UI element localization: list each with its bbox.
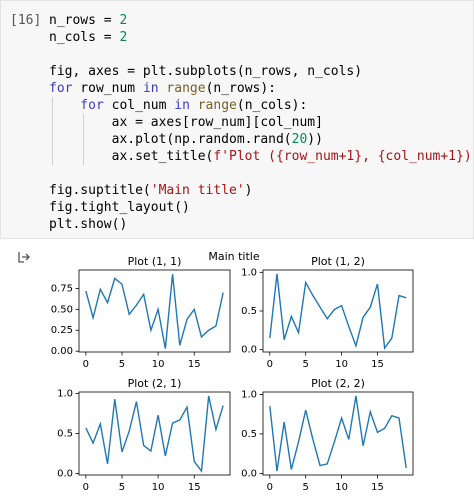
code-line: fig, axes = plt.subplots(n_rows, n_cols)	[49, 63, 474, 80]
code-block: fig.suptitle('Main title') fig.tight_layo…	[49, 182, 474, 233]
code-line: for row_num in range(n_rows):	[49, 80, 474, 97]
y-tick-label: 0.0	[57, 468, 73, 479]
subplot-title: Plot (2, 1)	[128, 377, 182, 390]
code-line: fig.tight_layout()	[49, 199, 474, 216]
code-line: n_rows = 2	[49, 12, 474, 29]
y-tick-label: 0.5	[57, 429, 73, 440]
x-tick-label: 5	[303, 482, 309, 493]
code-token: (n_cols):	[236, 98, 308, 113]
code-token: for	[49, 81, 73, 96]
code-token: in	[142, 81, 159, 96]
x-tick-label: 10	[152, 482, 165, 493]
code-token: for	[49, 98, 104, 113]
code-block: n_rows = 2 n_cols = 2	[49, 12, 474, 46]
x-tick-label: 15	[188, 482, 201, 493]
x-tick-label: 0	[83, 482, 89, 493]
line	[269, 273, 407, 351]
y-tick-label: 1.0	[241, 267, 257, 278]
x-tick-label: 5	[119, 359, 125, 370]
axes-frame	[78, 269, 231, 353]
y-tick-label: 0.5	[241, 306, 257, 317]
code-token: range	[166, 81, 206, 96]
code-line: ax = axes[row_num][col_num]	[49, 114, 474, 131]
x-tick-label: 0	[267, 359, 273, 370]
code-line: plt.show()	[49, 216, 474, 233]
code-token: plt.show()	[49, 217, 128, 232]
code-token: ax.plot(np.random.rand(	[49, 132, 292, 147]
code-token: 2	[119, 13, 128, 28]
axes-frame	[78, 391, 231, 476]
axes-frame	[262, 391, 414, 476]
code-line: n_cols = 2	[49, 29, 474, 46]
code-token: ax.set_title(	[49, 149, 214, 164]
cell-prompt: [16]	[10, 13, 42, 28]
code: n_rows = 2 n_cols = 2 fig, axes = plt.subp…	[49, 12, 474, 250]
y-tick-label: 0.00	[51, 346, 73, 357]
line	[85, 274, 224, 349]
code-token: col_num	[103, 98, 175, 113]
y-tick-label: 1.0	[241, 389, 257, 400]
code-block: fig, axes = plt.subplots(n_rows, n_cols)…	[49, 63, 474, 165]
line	[269, 395, 407, 472]
code-token: n_rows =	[49, 13, 120, 28]
y-tick-label: 0.5	[241, 429, 257, 440]
subplot: Plot (2, 1) 0.0 0.5 1.0 0 5 10 15	[57, 377, 231, 493]
code-token: f'Plot ({row_num+1}, {col_num+1})'	[213, 149, 474, 164]
code-token: (n_rows):	[205, 81, 277, 96]
code-token: row_num	[72, 81, 143, 96]
axes-frame	[262, 269, 414, 353]
code-token: )	[244, 183, 253, 198]
y-tick-label: 0.25	[51, 325, 73, 336]
x-tick-label: 15	[188, 359, 201, 370]
code-token: fig, axes = plt.subplots(n_rows, n_cols)	[49, 64, 363, 79]
indent-guide	[83, 114, 84, 165]
subplot-title: Plot (1, 2)	[311, 255, 365, 268]
code-line: fig.suptitle('Main title')	[49, 182, 474, 199]
code-token	[190, 98, 198, 113]
output-icon	[18, 252, 30, 263]
indent-guide	[52, 97, 53, 165]
x-tick-label: 5	[119, 482, 125, 493]
x-tick-label: 15	[371, 359, 384, 370]
code-cell[interactable]: [16] n_rows = 2 n_cols = 2 fig, axes = plt…	[0, 0, 474, 239]
y-tick-label: 0.0	[241, 345, 257, 356]
line	[85, 395, 224, 473]
code-line: ax.plot(np.random.rand(20))	[49, 131, 474, 148]
subplot: Plot (2, 2) 0.0 0.5 1.0 0 5 10 15	[241, 377, 414, 493]
subplot-title: Plot (2, 2)	[311, 377, 365, 390]
x-tick-label: 10	[335, 482, 348, 493]
subplot: Plot (1, 2) 0.0 0.5 1.0 0 5 10 15	[241, 255, 414, 370]
code-token: fig.suptitle(	[49, 183, 151, 198]
code-token: 20	[291, 132, 308, 147]
code-token: fig.tight_layout()	[49, 200, 190, 215]
code-token: n_cols =	[49, 30, 120, 45]
x-tick-label: 5	[303, 359, 309, 370]
code-token: ))	[307, 132, 323, 147]
y-tick-label: 0.75	[51, 283, 73, 294]
x-tick-label: 0	[83, 359, 89, 370]
x-tick-label: 10	[152, 359, 165, 370]
x-tick-label: 10	[335, 359, 348, 370]
figure-title: Main title	[208, 250, 259, 263]
y-tick-label: 0.0	[241, 468, 257, 479]
code-line: ax.set_title(f'Plot ({row_num+1}, {col_n…	[49, 148, 474, 165]
x-tick-label: 15	[371, 482, 384, 493]
code-token: range	[197, 98, 237, 113]
code-token: in	[174, 98, 190, 113]
code-line: for col_num in range(n_cols):	[49, 97, 474, 114]
code-token: 'Main title'	[150, 183, 245, 198]
code-token: ax = axes[row_num][col_num]	[49, 115, 323, 130]
y-tick-label: 1.0	[57, 389, 73, 400]
code-token: 2	[119, 30, 128, 45]
subplot-title: Plot (1, 1)	[128, 255, 182, 268]
x-tick-label: 0	[267, 482, 273, 493]
subplot: Plot (1, 1) 0.00 0.25 0.50 0.75 0 5 10 15	[51, 255, 231, 370]
y-tick-label: 0.50	[51, 304, 73, 315]
